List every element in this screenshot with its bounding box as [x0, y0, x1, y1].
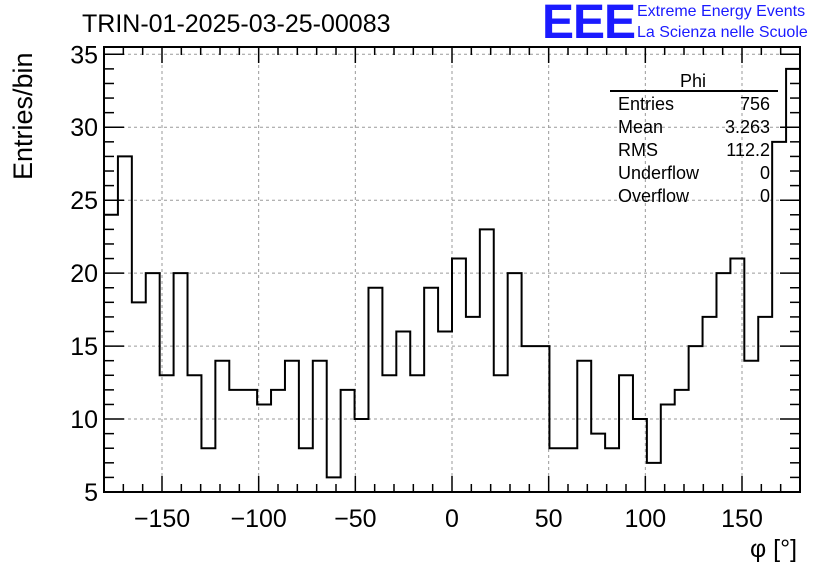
histogram-bin [605, 448, 619, 492]
stat-rms-label: RMS [618, 140, 658, 160]
plot-title: TRIN-01-2025-03-25-00083 [82, 10, 391, 38]
stat-rms-value: 112.2 [726, 140, 770, 160]
x-tick-label: 50 [535, 505, 563, 533]
y-axis-label: Entries/bin [8, 52, 38, 180]
histogram-step-line [104, 67, 800, 479]
histogram-bin [675, 390, 689, 492]
x-tick-label: −50 [334, 505, 376, 533]
stat-mean-value: 3.263 [724, 117, 770, 137]
histogram-bin [243, 390, 257, 492]
histogram-bin [118, 156, 132, 492]
y-tick-label: 25 [70, 187, 98, 215]
histogram-bin [619, 375, 633, 492]
histogram-bin [577, 361, 591, 492]
stat-underflow-label: Underflow [618, 163, 700, 183]
stat-underflow-value: 0 [759, 163, 770, 183]
histogram-bin [452, 259, 466, 492]
histogram-bin [494, 375, 508, 492]
histogram-bin [188, 375, 202, 492]
x-tick-label: −100 [231, 505, 287, 533]
histogram-bin [146, 273, 160, 492]
histogram-bin [368, 288, 382, 492]
axis-ticks [104, 47, 800, 492]
histogram-bin [786, 69, 800, 492]
stat-entries-label: Entries [618, 94, 675, 114]
axis-tick-labels: −150 −100 −50 0 50 100 150 5 10 15 20 25 30 35 [70, 41, 763, 533]
histogram-bin [536, 346, 550, 492]
x-tick-label: 0 [445, 505, 459, 533]
stats-box-title: Phi [680, 71, 707, 91]
histogram-bin [703, 317, 717, 492]
y-tick-label: 30 [70, 114, 98, 142]
y-tick-label: 10 [70, 406, 98, 434]
histogram-bin [647, 463, 661, 492]
histogram-bin [215, 361, 229, 492]
histogram-bin [633, 419, 647, 492]
stat-overflow-label: Overflow [618, 186, 690, 206]
histogram-bin [271, 390, 285, 492]
histogram-bin [299, 448, 313, 492]
x-tick-label: 100 [624, 505, 666, 533]
histogram-bin [313, 361, 327, 492]
eee-logo-mark: EEE [542, 0, 636, 49]
x-tick-label: −150 [134, 505, 190, 533]
histogram-bin [689, 346, 703, 492]
y-tick-label: 35 [70, 41, 98, 69]
histogram-bin [716, 273, 730, 492]
histogram-bin [355, 419, 369, 492]
histogram-bin [549, 448, 563, 492]
histogram-bin [327, 477, 341, 492]
y-tick-label: 20 [70, 260, 98, 288]
logo-line-2: La Scienza nelle Scuole [637, 24, 808, 41]
histogram-bin [396, 332, 410, 492]
histogram-bin [285, 361, 299, 492]
histogram-bin [772, 142, 786, 492]
histogram-bin [480, 229, 494, 492]
histogram-bin [341, 390, 355, 492]
histogram-bin [104, 215, 118, 492]
histogram-bin [438, 332, 452, 492]
histogram-bin [466, 317, 480, 492]
histogram-bin [661, 404, 675, 492]
stat-mean-label: Mean [618, 117, 664, 137]
stat-entries-value: 756 [739, 94, 770, 114]
histogram-bin [382, 375, 396, 492]
histogram-bin [522, 346, 536, 492]
stat-overflow-value: 0 [759, 186, 770, 206]
plot-frame [103, 46, 801, 493]
histogram-bin [563, 448, 577, 492]
histogram-bin [174, 273, 188, 492]
histogram-bin [508, 273, 522, 492]
histogram-bin [160, 375, 174, 492]
histogram-bin [132, 302, 146, 492]
histogram-bin [257, 404, 271, 492]
histogram-bin [229, 390, 243, 492]
histogram-bin [591, 434, 605, 492]
logo-line-1: Extreme Energy Events [637, 3, 806, 20]
histogram-bin [744, 361, 758, 492]
histogram-bin [758, 317, 772, 492]
histogram-bin [424, 288, 438, 492]
x-axis-label: φ [°] [750, 535, 798, 563]
y-tick-label: 15 [70, 333, 98, 361]
histogram-bin [730, 259, 744, 492]
x-tick-label: 150 [721, 505, 763, 533]
histogram-bin [201, 448, 215, 492]
y-tick-label: 5 [84, 479, 98, 507]
histogram-bin [410, 375, 424, 492]
